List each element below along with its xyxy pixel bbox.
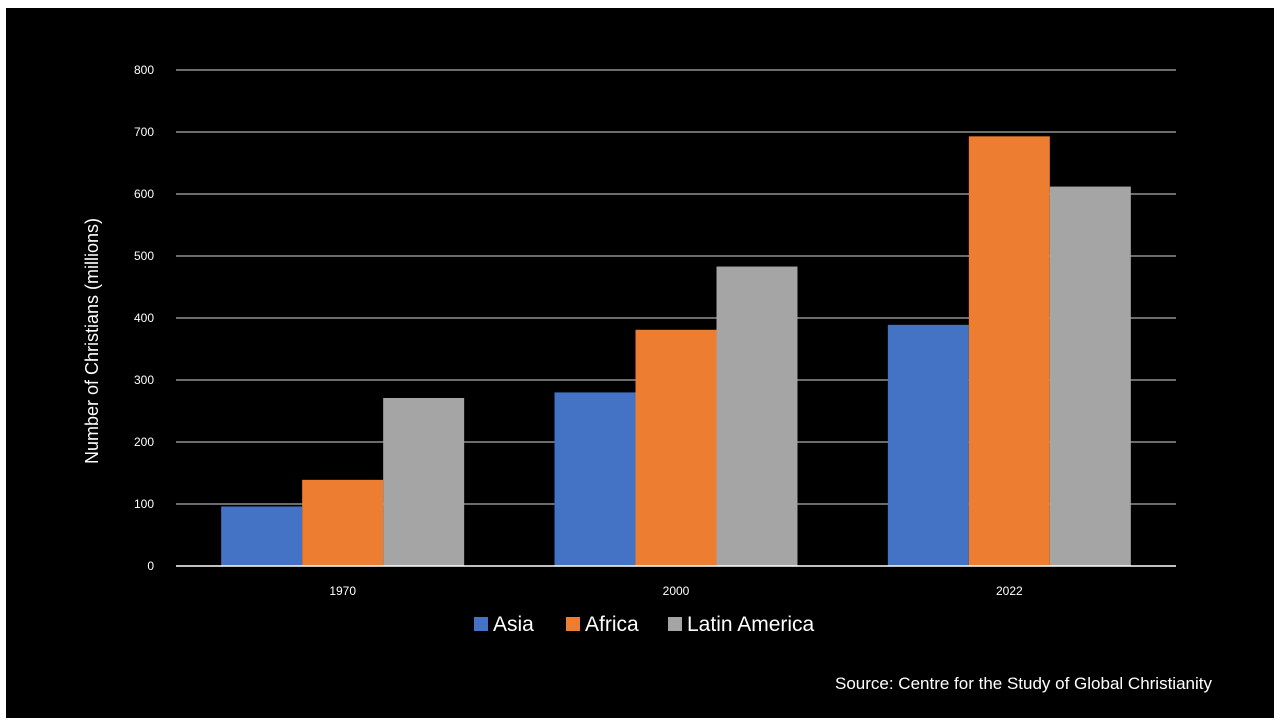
- legend: Asia Africa Latin America: [474, 613, 815, 636]
- legend-swatch-asia: [474, 617, 488, 631]
- bar-asia-2022: [887, 324, 969, 566]
- bar-africa-2022: [968, 136, 1050, 566]
- y-tick-label: 200: [134, 435, 154, 449]
- x-tick-label: 2022: [996, 584, 1023, 598]
- y-tick-label: 100: [134, 497, 154, 511]
- legend-label-asia: Asia: [493, 613, 534, 636]
- bar-africa-1970: [302, 479, 384, 566]
- legend-swatch-africa: [566, 617, 580, 631]
- x-axis-ticks: 1970 2000 2022: [329, 584, 1023, 598]
- y-tick-label: 600: [134, 187, 154, 201]
- y-tick-label: 700: [134, 125, 154, 139]
- bar-asia-2000: [554, 392, 636, 566]
- y-tick-label: 300: [134, 373, 154, 387]
- bar-latin-america-2022: [1049, 186, 1131, 566]
- bar-chart: 0 100 200 300 400 500 600 700 800 1970 2000 2022 N…: [82, 63, 1213, 693]
- y-tick-label: 0: [147, 559, 154, 573]
- y-axis-ticks: 0 100 200 300 400 500 600 700 800: [134, 63, 154, 573]
- bar-africa-2000: [635, 329, 717, 566]
- y-tick-label: 800: [134, 63, 154, 77]
- legend-swatch-latin-america: [668, 617, 682, 631]
- bar-latin-america-2000: [716, 266, 798, 566]
- chart-slide: 0 100 200 300 400 500 600 700 800 1970 2000 2022 N…: [6, 8, 1274, 718]
- y-tick-label: 400: [134, 311, 154, 325]
- y-tick-label: 500: [134, 249, 154, 263]
- legend-label-latin-america: Latin America: [687, 613, 815, 636]
- x-tick-label: 2000: [663, 584, 690, 598]
- bars: [221, 136, 1131, 566]
- legend-label-africa: Africa: [585, 613, 639, 636]
- bar-latin-america-1970: [383, 397, 465, 566]
- source-note: Source: Centre for the Study of Global C…: [835, 674, 1213, 693]
- x-tick-label: 1970: [329, 584, 356, 598]
- bar-asia-1970: [221, 506, 303, 566]
- y-axis-label: Number of Christians (millions): [82, 218, 102, 464]
